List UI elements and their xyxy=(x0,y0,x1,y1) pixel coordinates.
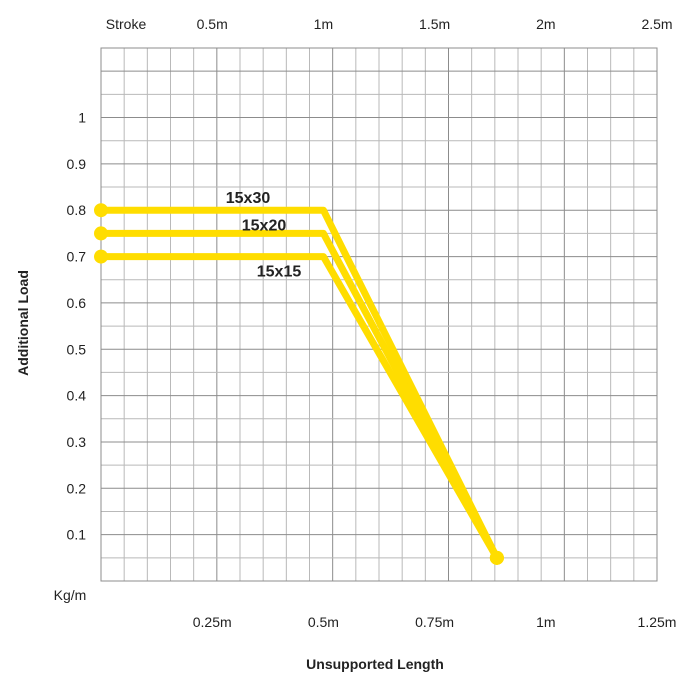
y-tick-label: 0.5 xyxy=(67,341,87,357)
top-tick-label: 1.5m xyxy=(419,16,450,32)
y-tick-label: 0.2 xyxy=(67,480,87,496)
series-end-point xyxy=(489,550,504,565)
y-unit-label: Kg/m xyxy=(54,587,87,603)
series-label: 15x15 xyxy=(257,264,302,281)
x-tick-label: 0.5m xyxy=(308,614,339,630)
series-line xyxy=(97,229,501,562)
series-start-point xyxy=(94,226,108,241)
tick-labels: 0.1 0.2 0.3 0.4 0.5 0.6 0.7 0.8 0.9 1 0.25m 0.5m 0.7… xyxy=(67,16,677,630)
series-start-point xyxy=(94,203,108,218)
y-tick-label: 0.7 xyxy=(67,249,87,265)
x-axis-title: Unsupported Length xyxy=(306,656,444,672)
y-tick-label: 0.3 xyxy=(67,434,87,450)
top-tick-label: 2.5m xyxy=(641,16,672,32)
top-tick-label: 2m xyxy=(536,16,555,32)
y-axis-title: Additional Load xyxy=(15,270,31,376)
series-label: 15x30 xyxy=(226,190,271,207)
y-tick-label: 0.6 xyxy=(67,295,87,311)
y-tick-label: 0.4 xyxy=(67,388,87,404)
series-line xyxy=(97,206,501,562)
top-axis-label: Stroke xyxy=(106,16,147,32)
y-tick-label: 0.1 xyxy=(67,527,87,543)
plot-frame xyxy=(100,47,658,582)
x-tick-label: 0.75m xyxy=(415,614,454,630)
y-tick-label: 0.9 xyxy=(67,156,87,172)
series-label: 15x20 xyxy=(242,217,287,234)
x-tick-label: 0.25m xyxy=(193,614,232,630)
series-lines: 15x30 15x20 15x15 xyxy=(94,190,504,565)
y-tick-label: 0.8 xyxy=(67,202,87,218)
y-tick-label: 1 xyxy=(78,110,86,126)
series-line xyxy=(97,253,501,562)
top-tick-label: 0.5m xyxy=(197,16,228,32)
top-tick-label: 1m xyxy=(314,16,333,32)
x-tick-label: 1m xyxy=(536,614,555,630)
x-tick-label: 1.25m xyxy=(638,614,677,630)
series-start-point xyxy=(94,249,108,264)
